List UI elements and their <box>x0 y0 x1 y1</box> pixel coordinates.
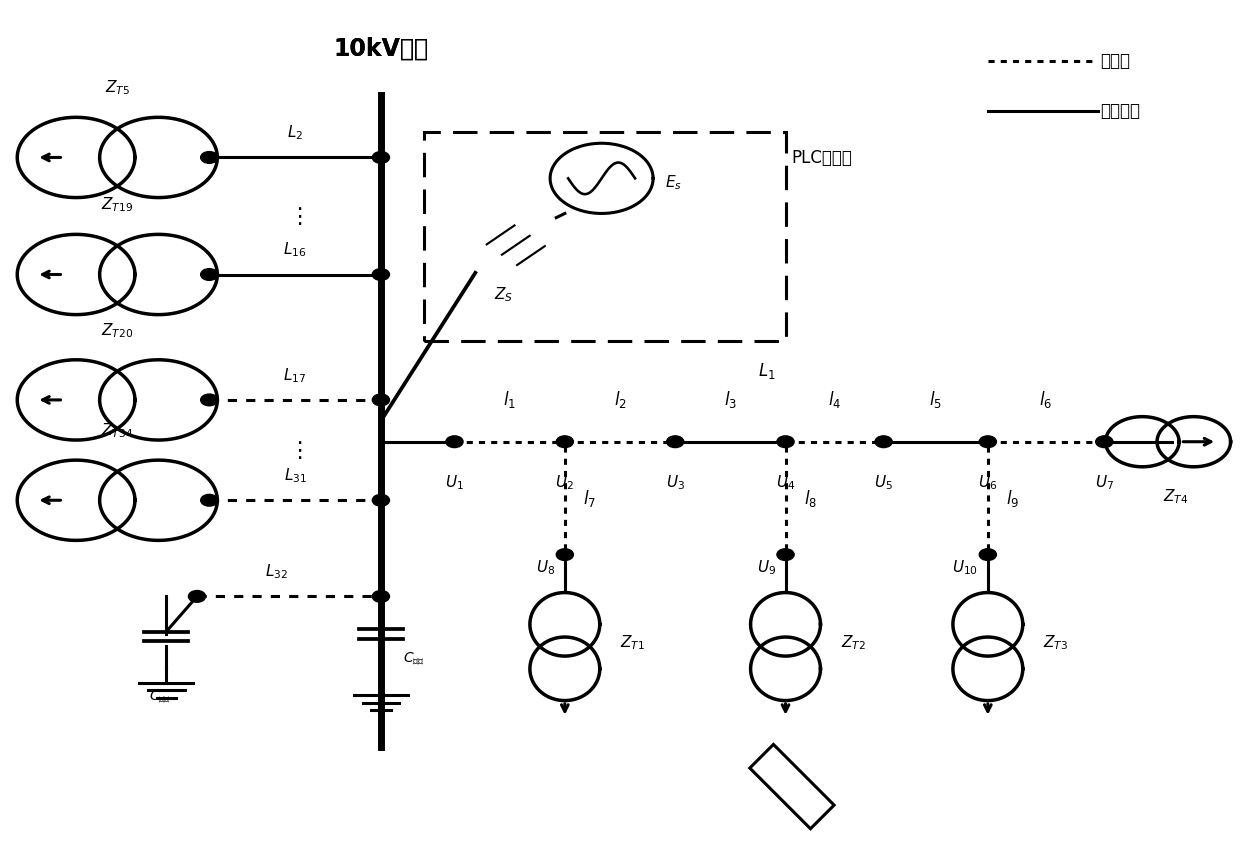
Text: $l_5$: $l_5$ <box>929 389 942 410</box>
Circle shape <box>980 436 997 448</box>
Circle shape <box>188 591 206 603</box>
Text: $Z_{T20}$: $Z_{T20}$ <box>102 321 134 340</box>
Text: $L_{16}$: $L_{16}$ <box>284 241 306 259</box>
Bar <box>750 745 835 829</box>
Text: $Z_{T3}$: $Z_{T3}$ <box>1043 633 1068 652</box>
Text: $U_3$: $U_3$ <box>666 473 684 492</box>
Text: $U_6$: $U_6$ <box>978 473 997 492</box>
Text: $L_2$: $L_2$ <box>286 124 303 143</box>
Text: $l_1$: $l_1$ <box>503 389 516 410</box>
Circle shape <box>201 394 218 405</box>
Text: $U_4$: $U_4$ <box>776 473 795 492</box>
Circle shape <box>446 436 463 448</box>
Text: $L_{32}$: $L_{32}$ <box>265 563 288 581</box>
Text: $Z_{T34}$: $Z_{T34}$ <box>102 422 134 440</box>
Text: $C_{\rm 杂散}$: $C_{\rm 杂散}$ <box>403 651 424 667</box>
Circle shape <box>372 495 389 506</box>
Text: 10kV母线: 10kV母线 <box>334 37 429 60</box>
Text: $U_{10}$: $U_{10}$ <box>952 558 978 577</box>
Text: 10kV母线: 10kV母线 <box>334 37 429 60</box>
Circle shape <box>201 151 218 163</box>
Circle shape <box>557 549 573 560</box>
Text: $l_2$: $l_2$ <box>614 389 626 410</box>
Text: $L_{31}$: $L_{31}$ <box>284 467 306 485</box>
Circle shape <box>201 269 218 281</box>
Circle shape <box>777 549 794 560</box>
Circle shape <box>201 495 218 506</box>
Circle shape <box>372 151 389 163</box>
Circle shape <box>372 394 389 405</box>
Circle shape <box>1096 436 1112 448</box>
Text: $U_1$: $U_1$ <box>445 473 464 492</box>
Text: $U_2$: $U_2$ <box>556 473 574 492</box>
Text: PLC发信机: PLC发信机 <box>791 149 853 167</box>
Circle shape <box>372 269 389 281</box>
Text: $l_9$: $l_9$ <box>1006 488 1019 508</box>
Text: $l_7$: $l_7$ <box>583 488 596 508</box>
Text: $\vdots$: $\vdots$ <box>288 439 303 461</box>
Circle shape <box>777 436 794 448</box>
Text: ：架空线: ：架空线 <box>1101 103 1141 121</box>
Circle shape <box>875 436 893 448</box>
Text: $U_5$: $U_5$ <box>874 473 893 492</box>
Circle shape <box>557 436 573 448</box>
Text: $Z_{T2}$: $Z_{T2}$ <box>841 633 866 652</box>
Circle shape <box>980 549 997 560</box>
Text: $l_8$: $l_8$ <box>804 488 817 508</box>
Text: $Z_{T4}$: $Z_{T4}$ <box>1163 488 1188 507</box>
Text: $Z_{T19}$: $Z_{T19}$ <box>102 196 134 214</box>
Text: $U_7$: $U_7$ <box>1095 473 1114 492</box>
Text: $L_1$: $L_1$ <box>759 360 776 381</box>
Text: ：电缆: ：电缆 <box>1101 53 1131 71</box>
Text: $L_{17}$: $L_{17}$ <box>284 366 306 385</box>
Text: $U_8$: $U_8$ <box>536 558 556 577</box>
Text: $Z_{T1}$: $Z_{T1}$ <box>620 633 645 652</box>
Text: $Z_{T5}$: $Z_{T5}$ <box>104 78 130 97</box>
Text: $C_{\rm 补偿}$: $C_{\rm 补偿}$ <box>149 688 171 705</box>
Circle shape <box>372 591 389 603</box>
Text: $U_9$: $U_9$ <box>756 558 776 577</box>
Circle shape <box>667 436 683 448</box>
Text: $l_4$: $l_4$ <box>828 389 841 410</box>
Text: $Z_S$: $Z_S$ <box>494 286 513 304</box>
Bar <box>424 133 785 342</box>
Text: $l_3$: $l_3$ <box>724 389 737 410</box>
Text: $E_s$: $E_s$ <box>666 173 682 192</box>
Text: $l_6$: $l_6$ <box>1039 389 1053 410</box>
Text: $\vdots$: $\vdots$ <box>288 205 303 227</box>
